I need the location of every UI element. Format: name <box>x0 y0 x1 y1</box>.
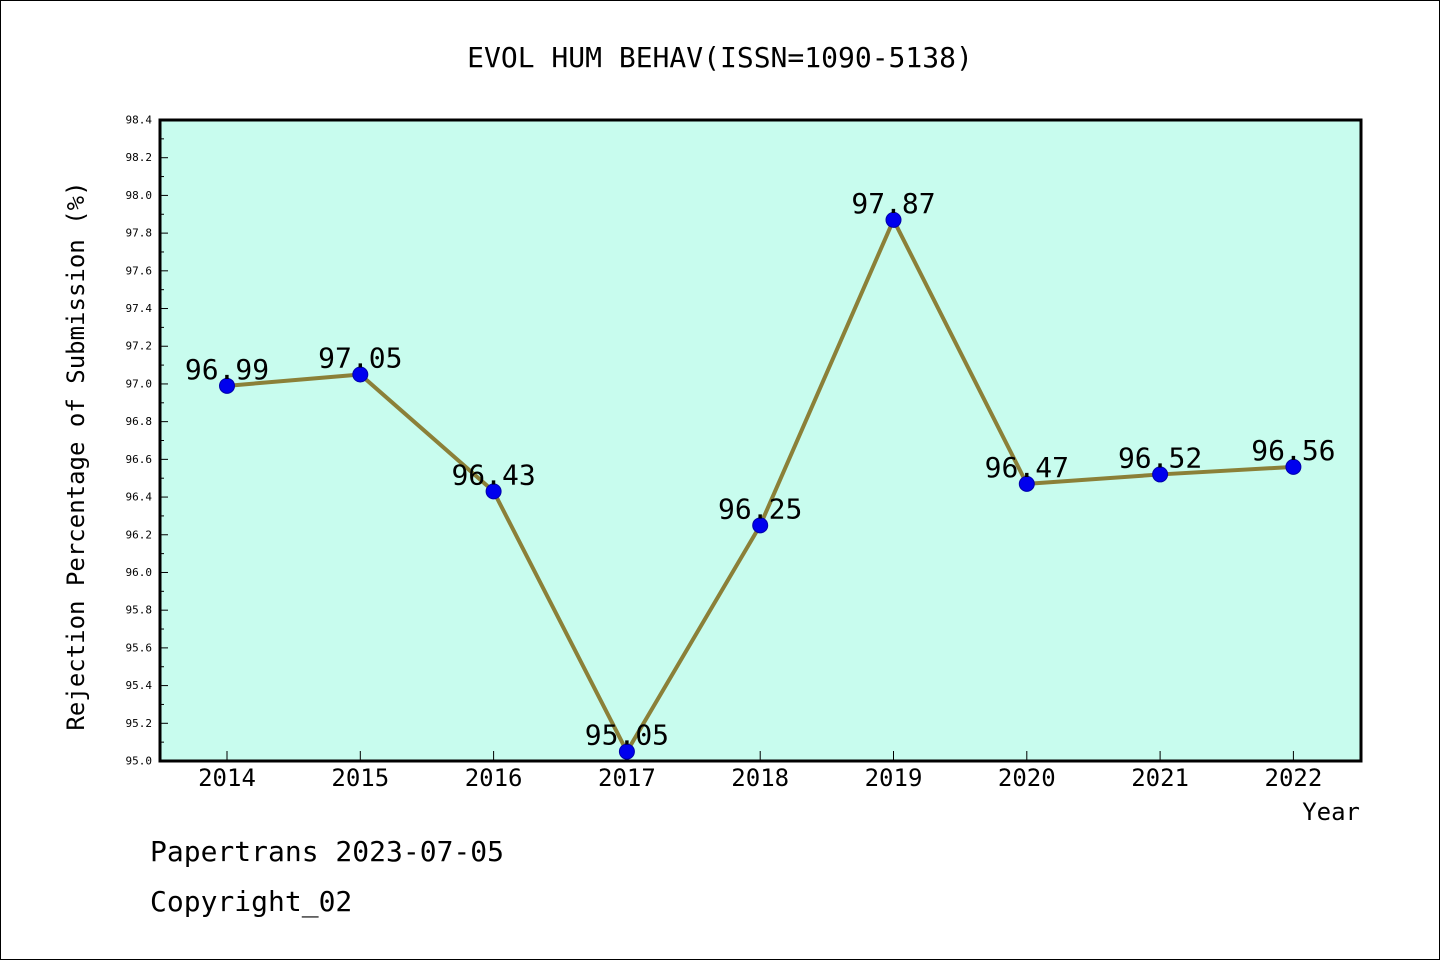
data-point <box>885 211 902 228</box>
data-label: 96.25 <box>718 492 802 525</box>
y-tick-label: 96.4 <box>126 491 153 504</box>
data-point <box>1152 466 1169 483</box>
data-label: 97.05 <box>318 342 402 375</box>
y-tick-label: 97.2 <box>126 340 153 353</box>
x-tick-label: 2020 <box>998 764 1056 792</box>
y-tick-label: 95.4 <box>126 679 153 692</box>
y-tick-label: 97.8 <box>126 227 153 240</box>
y-axis-label: Rejection Percentage of Submission (%) <box>62 181 90 730</box>
data-labels: 96.99 97.05 96.43 95.05 96.25 97.87 96.47 96.52… <box>185 187 1336 752</box>
y-tick-label: 97.4 <box>126 302 153 315</box>
data-label: 96.99 <box>185 353 269 386</box>
y-tick-label: 96.0 <box>126 566 153 579</box>
data-point <box>752 517 769 534</box>
x-tick-label: 2022 <box>1265 764 1323 792</box>
plot-border <box>158 118 1363 763</box>
y-tick-label: 96.2 <box>126 528 153 541</box>
data-label: 96.56 <box>1251 434 1335 467</box>
x-tick-label: 2021 <box>1131 764 1189 792</box>
y-tick-label: 95.2 <box>126 717 153 730</box>
data-label: 96.52 <box>1118 441 1202 474</box>
y-tick-label: 95.0 <box>126 755 153 768</box>
data-point <box>1285 458 1302 475</box>
y-tick-label: 98.4 <box>126 114 153 127</box>
data-point <box>219 377 235 394</box>
data-point <box>1018 475 1035 492</box>
y-tick-label: 97.6 <box>126 264 153 277</box>
y-tick-label: 98.2 <box>126 151 153 164</box>
x-axis-label: Year <box>1302 798 1360 826</box>
data-point <box>352 366 369 383</box>
data-label: 96.47 <box>985 451 1069 484</box>
y-tick-label: 95.8 <box>126 604 153 617</box>
y-tick-label: 97.0 <box>126 377 153 390</box>
x-tick-label: 2016 <box>465 764 523 792</box>
plot-area <box>160 120 1361 761</box>
footer-date-text: Papertrans 2023-07-05 <box>150 835 505 868</box>
series-layer <box>219 211 1302 760</box>
footer-copyright-text: Copyright_02 <box>150 885 353 918</box>
y-tick-label: 96.8 <box>126 415 153 428</box>
x-tick-label: 2015 <box>331 764 389 792</box>
x-tick-label: 2018 <box>731 764 789 792</box>
y-tick-label: 96.6 <box>126 453 153 466</box>
data-label: 96.43 <box>451 458 535 491</box>
x-axis: 2014 2015 2016 2017 2018 2019 2020 2021 2022 <box>198 751 1322 792</box>
data-label: 97.87 <box>851 187 935 220</box>
chart-title: EVOL HUM BEHAV(ISSN=1090-5138) <box>467 41 973 74</box>
y-tick-label: 98.0 <box>126 189 153 202</box>
y-axis: 95.0 95.2 95.4 95.6 95.8 96.0 96.2 96.4 96.6 96.8… <box>126 114 168 768</box>
x-tick-label: 2019 <box>865 764 923 792</box>
x-tick-label: 2014 <box>198 764 256 792</box>
y-tick-label: 95.6 <box>126 641 153 654</box>
x-tick-label: 2017 <box>598 764 656 792</box>
data-label: 95.05 <box>585 719 669 752</box>
data-point <box>618 743 635 760</box>
data-point <box>485 483 502 500</box>
